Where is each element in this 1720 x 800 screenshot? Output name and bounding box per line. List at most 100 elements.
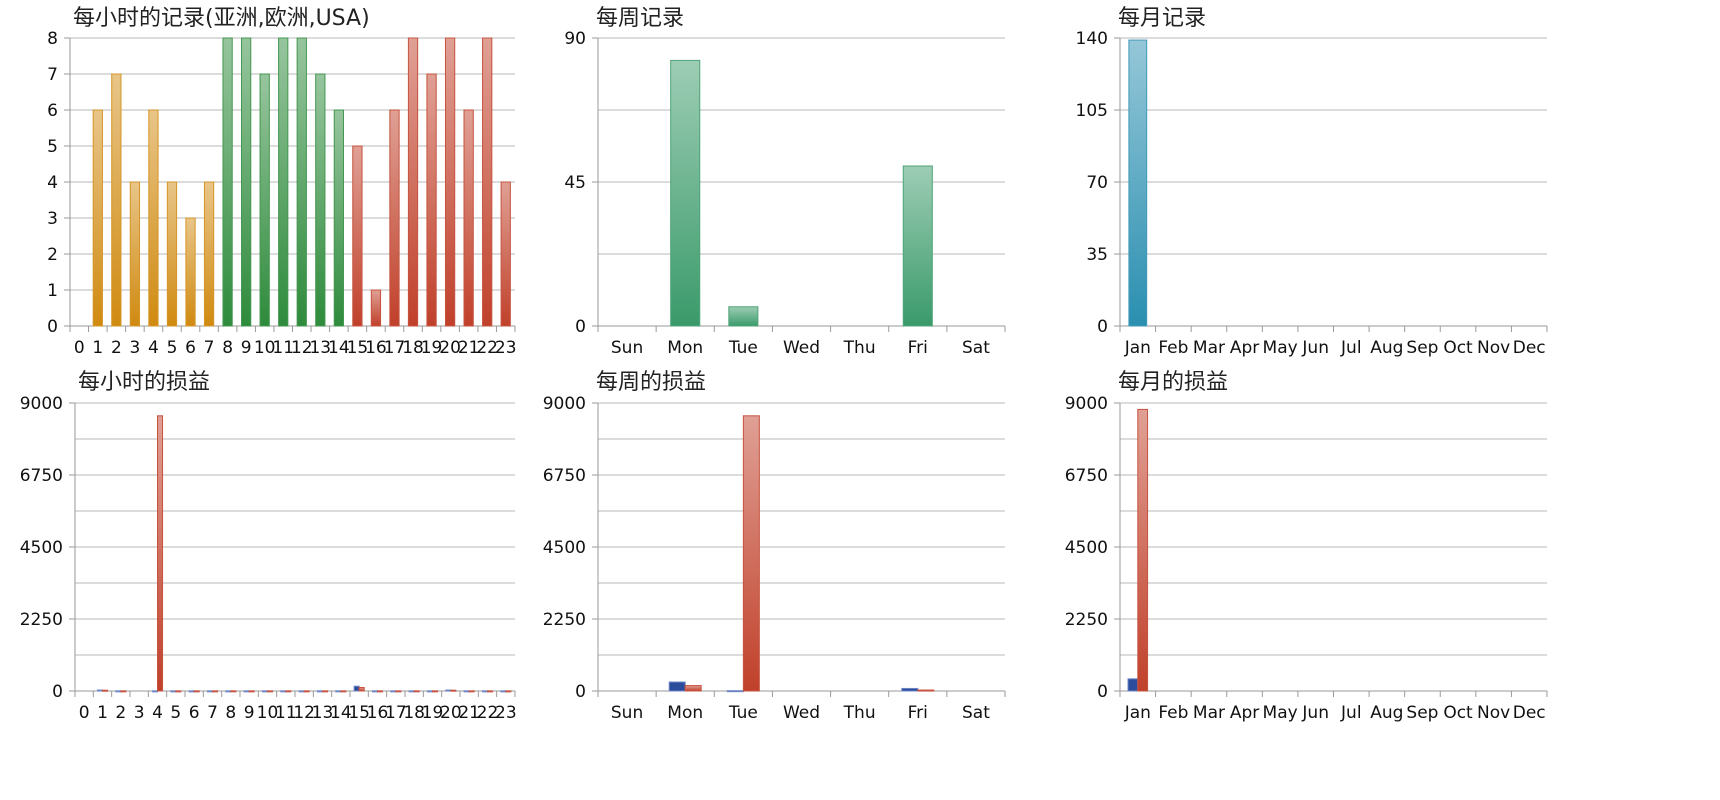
x-tick-label: 15 (348, 703, 370, 723)
bar (225, 690, 232, 693)
y-tick-label: 8 (47, 29, 58, 49)
bar (742, 415, 760, 692)
x-tick-label: 23 (495, 338, 517, 358)
bar (1128, 39, 1148, 327)
bar (728, 306, 759, 327)
y-tick-label: 5 (47, 137, 58, 157)
y-tick-label: 9000 (543, 394, 586, 414)
x-tick-label: Wed (783, 703, 820, 723)
bar (371, 690, 379, 693)
y-tick-label: 105 (1076, 101, 1108, 121)
x-tick-label: Dec (1513, 338, 1546, 358)
x-tick-label: 18 (402, 338, 424, 358)
y-tick-label: 2250 (1065, 610, 1108, 630)
x-tick-label: 9 (241, 338, 252, 358)
x-tick-label: Jun (1301, 338, 1329, 358)
x-tick-label: Nov (1477, 338, 1510, 358)
x-tick-label: May (1263, 338, 1298, 358)
bar (352, 145, 363, 327)
bar (408, 690, 415, 693)
chart-title: 每小时的损益 (78, 370, 210, 395)
bar (353, 685, 360, 692)
bar (96, 689, 104, 692)
x-tick-label: Thu (843, 338, 876, 358)
x-tick-label: Fri (908, 703, 928, 723)
x-tick-label: Sat (962, 338, 990, 358)
x-tick-label: 12 (293, 703, 315, 723)
y-tick-label: 0 (52, 682, 63, 702)
bar (390, 690, 397, 693)
x-tick-label: Jul (1340, 703, 1362, 723)
x-tick-label: Sep (1406, 338, 1438, 358)
bar (322, 690, 329, 693)
chart-weekly-pnl-svg: 每周的损益 0 2250 4500 6750 9000 Sun Mon Tue Wed Thu Fri… (543, 370, 1006, 723)
bar (500, 181, 511, 327)
y-tick-label: 3 (47, 209, 58, 229)
x-tick-label: 11 (272, 338, 294, 358)
x-tick-label: May (1263, 703, 1298, 723)
x-tick-label: 22 (476, 338, 498, 358)
bar (303, 690, 310, 693)
bar (129, 181, 141, 327)
y-tick-label: 2250 (20, 610, 63, 630)
x-tick-label: Sat (962, 703, 990, 723)
x-tick-label: 1 (92, 338, 103, 358)
bar (426, 73, 437, 327)
x-tick-label: 3 (134, 703, 145, 723)
chart-weekly-pnl: 每周的损益 0 2250 4500 6750 9000 Sun Mon Tue Wed Thu Fri… (543, 370, 1145, 800)
bar (370, 289, 382, 327)
x-tick-label: 19 (421, 338, 443, 358)
x-tick-label: 20 (439, 338, 461, 358)
chart-title: 每小时的记录(亚洲,欧洲,USA) (73, 6, 370, 31)
bar (111, 73, 122, 327)
y-tick-label: 0 (47, 317, 58, 337)
x-tick-label: Thu (843, 703, 876, 723)
x-tick-label: Wed (783, 338, 820, 358)
x-tick-label: Jan (1124, 338, 1151, 358)
x-tick-label: Tue (728, 338, 758, 358)
x-tick-label: 16 (367, 703, 389, 723)
x-tick-label: Feb (1158, 703, 1188, 723)
bar (115, 690, 122, 693)
bar (259, 73, 270, 327)
x-tick-label: Mar (1193, 703, 1225, 723)
bar (505, 690, 512, 693)
x-tick-label: 4 (152, 703, 163, 723)
y-tick-label: 0 (1097, 682, 1108, 702)
bar (444, 37, 456, 327)
x-tick-label: 1 (97, 703, 108, 723)
chart-title: 每周记录 (596, 6, 684, 31)
x-tick-label: 17 (384, 338, 406, 358)
x-tick-label: 22 (477, 703, 499, 723)
y-tick-label: 4 (47, 173, 58, 193)
x-tick-label: 23 (495, 703, 517, 723)
y-tick-label: 7 (47, 65, 58, 85)
x-tick-label: Fri (908, 338, 928, 358)
x-tick-label: 21 (458, 338, 480, 358)
x-tick-label: 5 (167, 338, 178, 358)
chart-title: 每月的损益 (1118, 370, 1228, 395)
x-tick-label: 5 (170, 703, 181, 723)
bar (468, 690, 475, 693)
x-tick-label: Nov (1477, 703, 1510, 723)
bar (193, 690, 200, 693)
x-tick-label: 13 (309, 338, 331, 358)
x-tick-label: 7 (207, 703, 218, 723)
x-tick-label: 12 (291, 338, 313, 358)
bar (298, 690, 305, 693)
bar (335, 690, 342, 693)
y-tick-label: 4500 (1065, 538, 1108, 558)
x-tick-label: 19 (422, 703, 444, 723)
x-tick-label: 2 (111, 338, 122, 358)
x-tick-label: 9 (244, 703, 255, 723)
chart-monthly-pnl: 每月的损益 0 2250 4500 6750 9000 Jan Feb Mar Apr May Jun… (1065, 370, 1720, 800)
bar (188, 690, 195, 693)
x-tick-label: Tue (728, 703, 758, 723)
x-tick-label: 21 (458, 703, 480, 723)
bar (280, 690, 287, 693)
bar (315, 73, 326, 327)
bar (212, 690, 219, 693)
x-tick-label: 6 (185, 338, 196, 358)
x-tick-label: Feb (1158, 338, 1188, 358)
